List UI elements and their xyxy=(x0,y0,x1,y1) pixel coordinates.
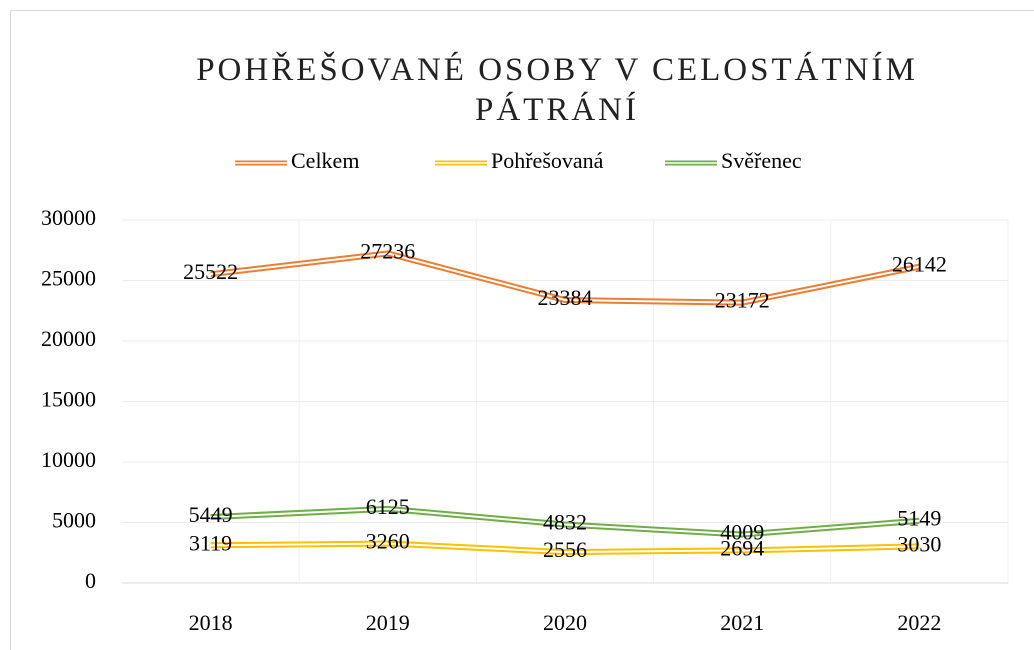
chart-border xyxy=(10,10,1034,650)
data-label: 25522 xyxy=(183,259,238,284)
series-line-inner xyxy=(210,507,920,536)
chart-title: POHŘEŠOVANÉ OSOBY V CELOSTÁTNÍM PÁTRÁNÍ xyxy=(196,52,918,128)
x-tick-label: 2019 xyxy=(366,610,410,635)
legend-label: Svěřenec xyxy=(721,148,802,173)
data-label: 3260 xyxy=(366,529,410,554)
legend-label: Pohřešovaná xyxy=(491,148,604,173)
data-label: 2556 xyxy=(543,537,587,562)
data-label: 4832 xyxy=(543,510,587,535)
data-label: 27236 xyxy=(360,238,415,263)
x-tick-label: 2021 xyxy=(720,610,764,635)
y-tick-label: 20000 xyxy=(41,326,96,351)
data-label: 3119 xyxy=(189,530,232,555)
legend-label: Celkem xyxy=(291,148,359,173)
y-tick-label: 15000 xyxy=(41,387,96,412)
data-label: 23384 xyxy=(538,285,593,310)
data-label: 5449 xyxy=(189,502,233,527)
data-label: 4009 xyxy=(720,520,764,545)
data-label: 23172 xyxy=(715,288,770,313)
x-tick-label: 2018 xyxy=(189,610,233,635)
data-label: 26142 xyxy=(892,252,947,277)
y-tick-label: 30000 xyxy=(41,205,96,230)
y-tick-label: 25000 xyxy=(41,266,96,291)
series-line-inner xyxy=(210,542,920,554)
data-label: 2694 xyxy=(720,535,764,560)
data-label: 6125 xyxy=(366,494,410,519)
x-tick-label: 2022 xyxy=(897,610,941,635)
x-tick-label: 2020 xyxy=(543,610,587,635)
series-line-inner xyxy=(210,252,920,304)
y-tick-label: 0 xyxy=(85,568,96,593)
y-tick-label: 10000 xyxy=(41,447,96,472)
data-label: 5149 xyxy=(897,506,941,531)
data-label: 3030 xyxy=(897,531,941,556)
y-tick-label: 5000 xyxy=(52,508,96,533)
